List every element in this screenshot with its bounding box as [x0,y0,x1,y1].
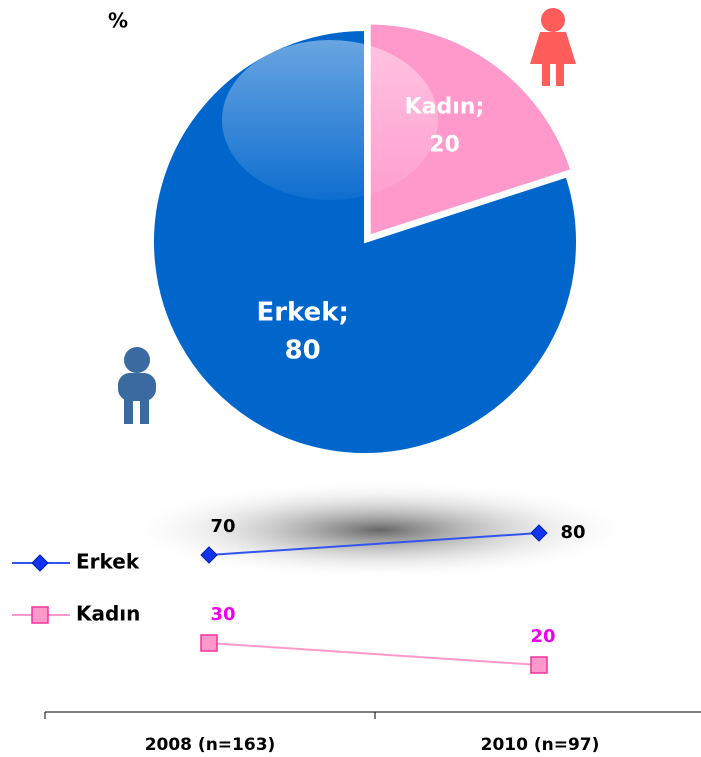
x-tick-label: 2008 (n=163) [145,735,276,755]
line [208,642,540,666]
marker [31,554,49,572]
marker [200,634,218,652]
data-label: 20 [530,626,555,647]
line [208,532,540,556]
marker [200,546,218,564]
legend-label: Erkek [76,550,140,574]
marker [530,524,548,542]
marker [530,656,548,674]
slice-value: 80 [285,335,321,365]
slice-label: Erkek; [256,297,349,327]
male-icon [118,347,156,424]
legend-label: Kadın [76,602,140,626]
slice-value: 20 [429,133,460,158]
chart-title: % [108,9,128,33]
data-label: 80 [560,522,585,543]
slice-label: Kadın; [405,95,485,120]
x-tick-label: 2010 (n=97) [481,735,600,755]
gloss [222,40,438,200]
shadow [120,480,640,580]
data-label: 30 [210,604,235,625]
data-label: 70 [210,516,235,537]
marker [31,606,49,624]
female-icon [530,8,576,86]
